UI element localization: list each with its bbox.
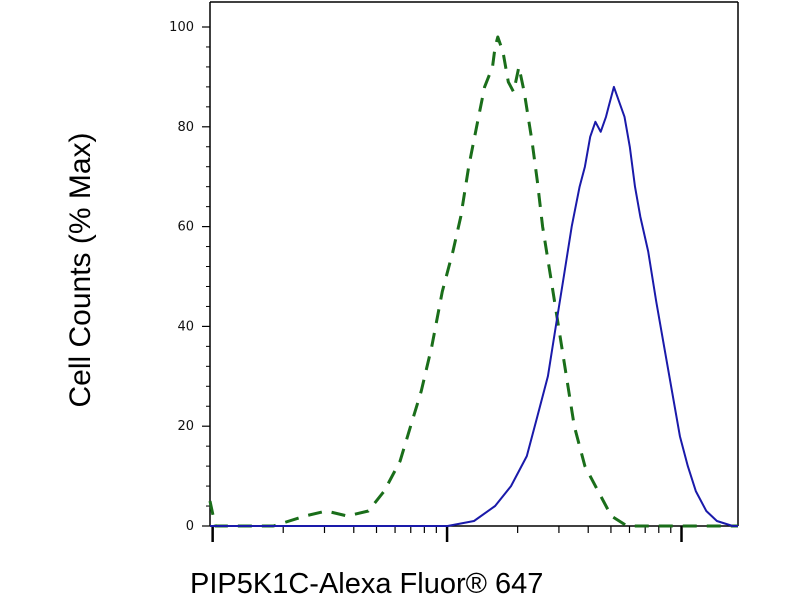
y-tick-label: 20 — [177, 419, 194, 434]
y-axis-ticks: 0 20 40 60 80 100 — [169, 20, 210, 534]
plot-axes — [209, 1, 739, 527]
series-layer — [208, 35, 738, 528]
solid-histogram-line — [210, 85, 738, 527]
y-tick-label: 60 — [177, 220, 194, 235]
x-axis-title: PIP5K1C-Alexa Fluor® 647 — [190, 568, 543, 600]
dashed-histogram-line — [208, 35, 738, 528]
y-tick-label: 40 — [177, 319, 194, 334]
y-tick-label: 80 — [177, 120, 194, 135]
y-tick-label: 100 — [169, 20, 194, 35]
x-axis-ticks — [211, 526, 683, 542]
y-tick-label: 0 — [186, 519, 194, 534]
y-axis-title: Cell Counts (% Max) — [64, 132, 97, 407]
